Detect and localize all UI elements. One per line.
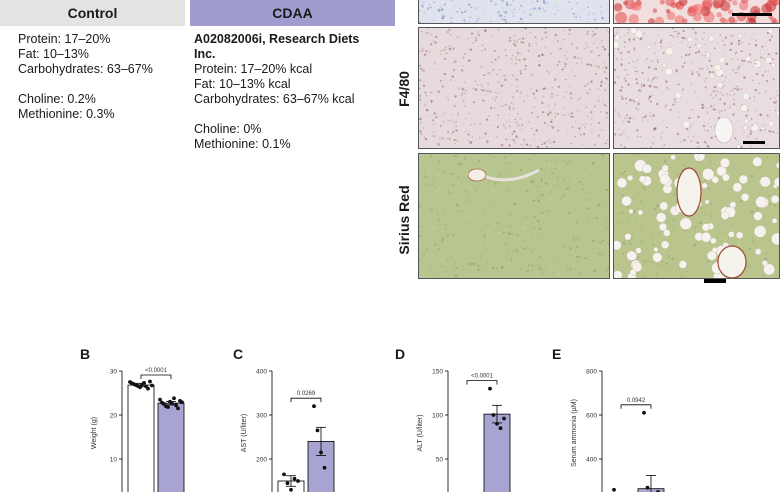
cdaa-choline: Choline: 0% [194, 122, 359, 137]
data-point-c [319, 451, 323, 455]
data-point-b [166, 405, 170, 409]
data-point-b [180, 400, 184, 404]
bar-b-control [128, 385, 154, 492]
control-fat: Fat: 10–13% [18, 47, 153, 62]
data-point-c [289, 488, 293, 492]
chart-b: 30 20 10 Weight (g) <0.0001 [82, 362, 212, 492]
significance-bracket-e [621, 405, 651, 409]
data-point-b [148, 380, 152, 384]
data-point-c [286, 481, 290, 485]
control-methionine: Methionine: 0.3% [18, 107, 153, 122]
data-point-e [612, 488, 616, 492]
panel-letter-b: B [80, 346, 90, 362]
y-tick-label-c: 200 [256, 457, 267, 464]
data-point-e [646, 486, 650, 490]
significance-bracket-d [467, 381, 497, 385]
bar-d-cdaa [484, 414, 510, 492]
cdaa-fat: Fat: 10–13% kcal [194, 77, 359, 92]
y-tick-label-b: 30 [110, 369, 118, 376]
y-tick-label-e: 800 [586, 369, 597, 376]
control-carbohydrates: Carbohydrates: 63–67% [18, 62, 153, 77]
cdaa-protein: Protein: 17–20% kcal [194, 62, 359, 77]
y-tick-label-e: 600 [586, 413, 597, 420]
data-point-b [146, 387, 150, 391]
data-point-d [492, 413, 496, 417]
panel-letter-e: E [552, 346, 561, 362]
sirius-red-stain-label: Sirius Red [396, 170, 414, 270]
control-protein: Protein: 17–20% [18, 32, 153, 47]
scale-bar [704, 279, 726, 283]
data-point-b [150, 384, 154, 388]
data-point-c [316, 429, 320, 433]
f480-control-tile [418, 27, 610, 149]
y-axis-label-e: Serum ammonia (µM) [571, 399, 578, 467]
y-tick-label-d: 150 [432, 369, 443, 376]
p-value-e: 0.0942 [627, 398, 646, 404]
panel-letter-c: C [233, 346, 243, 362]
sirius-red-cdaa-tile [613, 153, 780, 279]
bar-b-cdaa [158, 403, 184, 492]
data-point-d [502, 417, 506, 421]
significance-bracket-b [141, 375, 171, 379]
y-tick-label-e: 400 [586, 457, 597, 464]
panel-letter-d: D [395, 346, 405, 362]
cdaa-product-code: A02082006i, Research Diets [194, 32, 359, 47]
data-point-b [142, 381, 146, 385]
data-point-d [499, 426, 503, 430]
y-tick-label-c: 300 [256, 413, 267, 420]
chart-e: 800600400200Serum ammonia (µM)0.0942 [562, 362, 692, 492]
cdaa-header: CDAA [190, 0, 395, 26]
y-tick-label-b: 10 [110, 457, 118, 464]
p-value-b: <0.0001 [145, 368, 168, 374]
chart-d: 150 100 50 ALT (U/liter) <0.0001 [408, 362, 538, 492]
sirius-red-control-tile [418, 153, 610, 279]
p-value-d: <0.0001 [471, 374, 494, 380]
data-point-c [293, 477, 297, 481]
data-point-b [170, 402, 174, 406]
f480-cdaa-tile [613, 27, 780, 149]
data-point-c [323, 466, 327, 470]
data-point-d [495, 422, 499, 426]
p-value-c: 0.0269 [297, 391, 316, 397]
y-tick-label-d: 50 [436, 457, 444, 464]
oil-red-cdaa-tile [613, 0, 780, 24]
cdaa-product-vendor: Inc. [194, 47, 359, 62]
cdaa-methionine: Methionine: 0.1% [194, 137, 359, 152]
cdaa-diet-composition: A02082006i, Research Diets Inc. Protein:… [194, 32, 359, 152]
data-point-b [172, 396, 176, 400]
y-axis-label-c: AST (U/liter) [241, 414, 248, 452]
y-axis-label-d: ALT (U/liter) [417, 414, 424, 451]
y-tick-label-b: 20 [110, 413, 118, 420]
data-point-c [282, 473, 286, 477]
oil-red-control-tile [418, 0, 610, 24]
data-point-c [312, 404, 316, 408]
cdaa-header-label: CDAA [272, 5, 312, 21]
control-choline: Choline: 0.2% [18, 92, 153, 107]
control-header-label: Control [68, 5, 118, 21]
f480-stain-label: F4/80 [396, 49, 414, 129]
cdaa-carbohydrates: Carbohydrates: 63–67% kcal [194, 92, 359, 107]
data-point-e [642, 411, 646, 415]
y-tick-label-c: 400 [256, 369, 267, 376]
control-diet-composition: Protein: 17–20% Fat: 10–13% Carbohydrate… [18, 32, 153, 122]
y-tick-label-d: 100 [432, 413, 443, 420]
y-axis-label-b: Weight (g) [91, 417, 98, 449]
control-header: Control [0, 0, 185, 26]
significance-bracket-c [291, 398, 321, 402]
data-point-d [488, 387, 492, 391]
data-point-c [296, 479, 300, 483]
chart-c: 400300200100AST (U/liter)0.0269 [232, 362, 362, 492]
data-point-b [176, 407, 180, 411]
